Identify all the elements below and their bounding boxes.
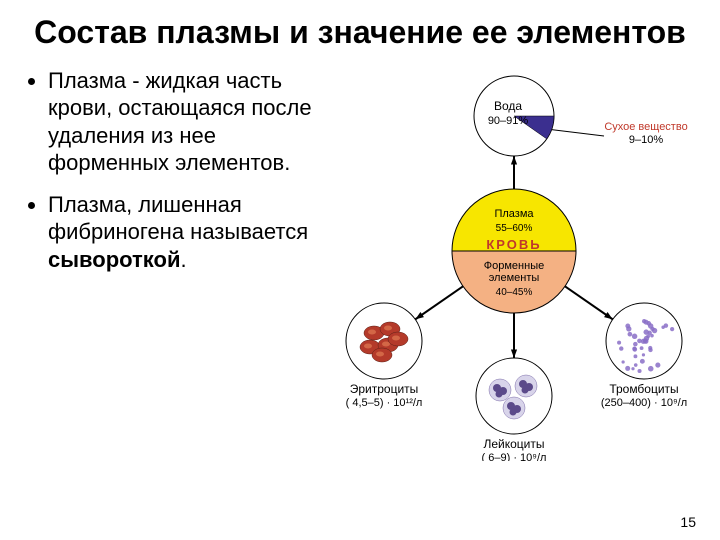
svg-text:55–60%: 55–60% <box>496 223 533 234</box>
svg-text:Сухое вещество: Сухое вещество <box>604 121 687 133</box>
svg-text:КРОВЬ: КРОВЬ <box>486 237 541 252</box>
svg-text:9–10%: 9–10% <box>629 134 663 146</box>
svg-text:( 6–9) · 10⁹/л: ( 6–9) · 10⁹/л <box>482 452 547 461</box>
svg-text:Вода: Вода <box>494 99 522 113</box>
svg-text:90–91%: 90–91% <box>488 115 529 127</box>
content-row: Плазма - жидкая часть крови, остающаяся … <box>0 57 720 441</box>
svg-text:Тромбоциты: Тромбоциты <box>609 382 678 396</box>
svg-text:Форменныеэлементы: Форменныеэлементы <box>484 260 544 284</box>
svg-text:( 4,5–5) · 10¹²/л: ( 4,5–5) · 10¹²/л <box>346 397 423 409</box>
blood-diagram: Плазма 55–60% КРОВЬ Форменныеэлементы 40–45%… <box>324 61 704 441</box>
bullet-2: Плазма, лишенная фибриногена называется … <box>48 191 324 274</box>
svg-text:(250–400) · 10⁹/л: (250–400) · 10⁹/л <box>601 397 687 409</box>
svg-text:Лейкоциты: Лейкоциты <box>483 437 544 451</box>
svg-text:Эритроциты: Эритроциты <box>350 382 419 396</box>
slide-title: Состав плазмы и значение ее элементов <box>0 0 720 57</box>
svg-text:Плазма: Плазма <box>494 208 534 220</box>
svg-text:40–45%: 40–45% <box>496 287 533 298</box>
bullet-list: Плазма - жидкая часть крови, остающаяся … <box>28 61 324 441</box>
bullet-1: Плазма - жидкая часть крови, остающаяся … <box>48 67 324 177</box>
page-number: 15 <box>680 514 696 530</box>
